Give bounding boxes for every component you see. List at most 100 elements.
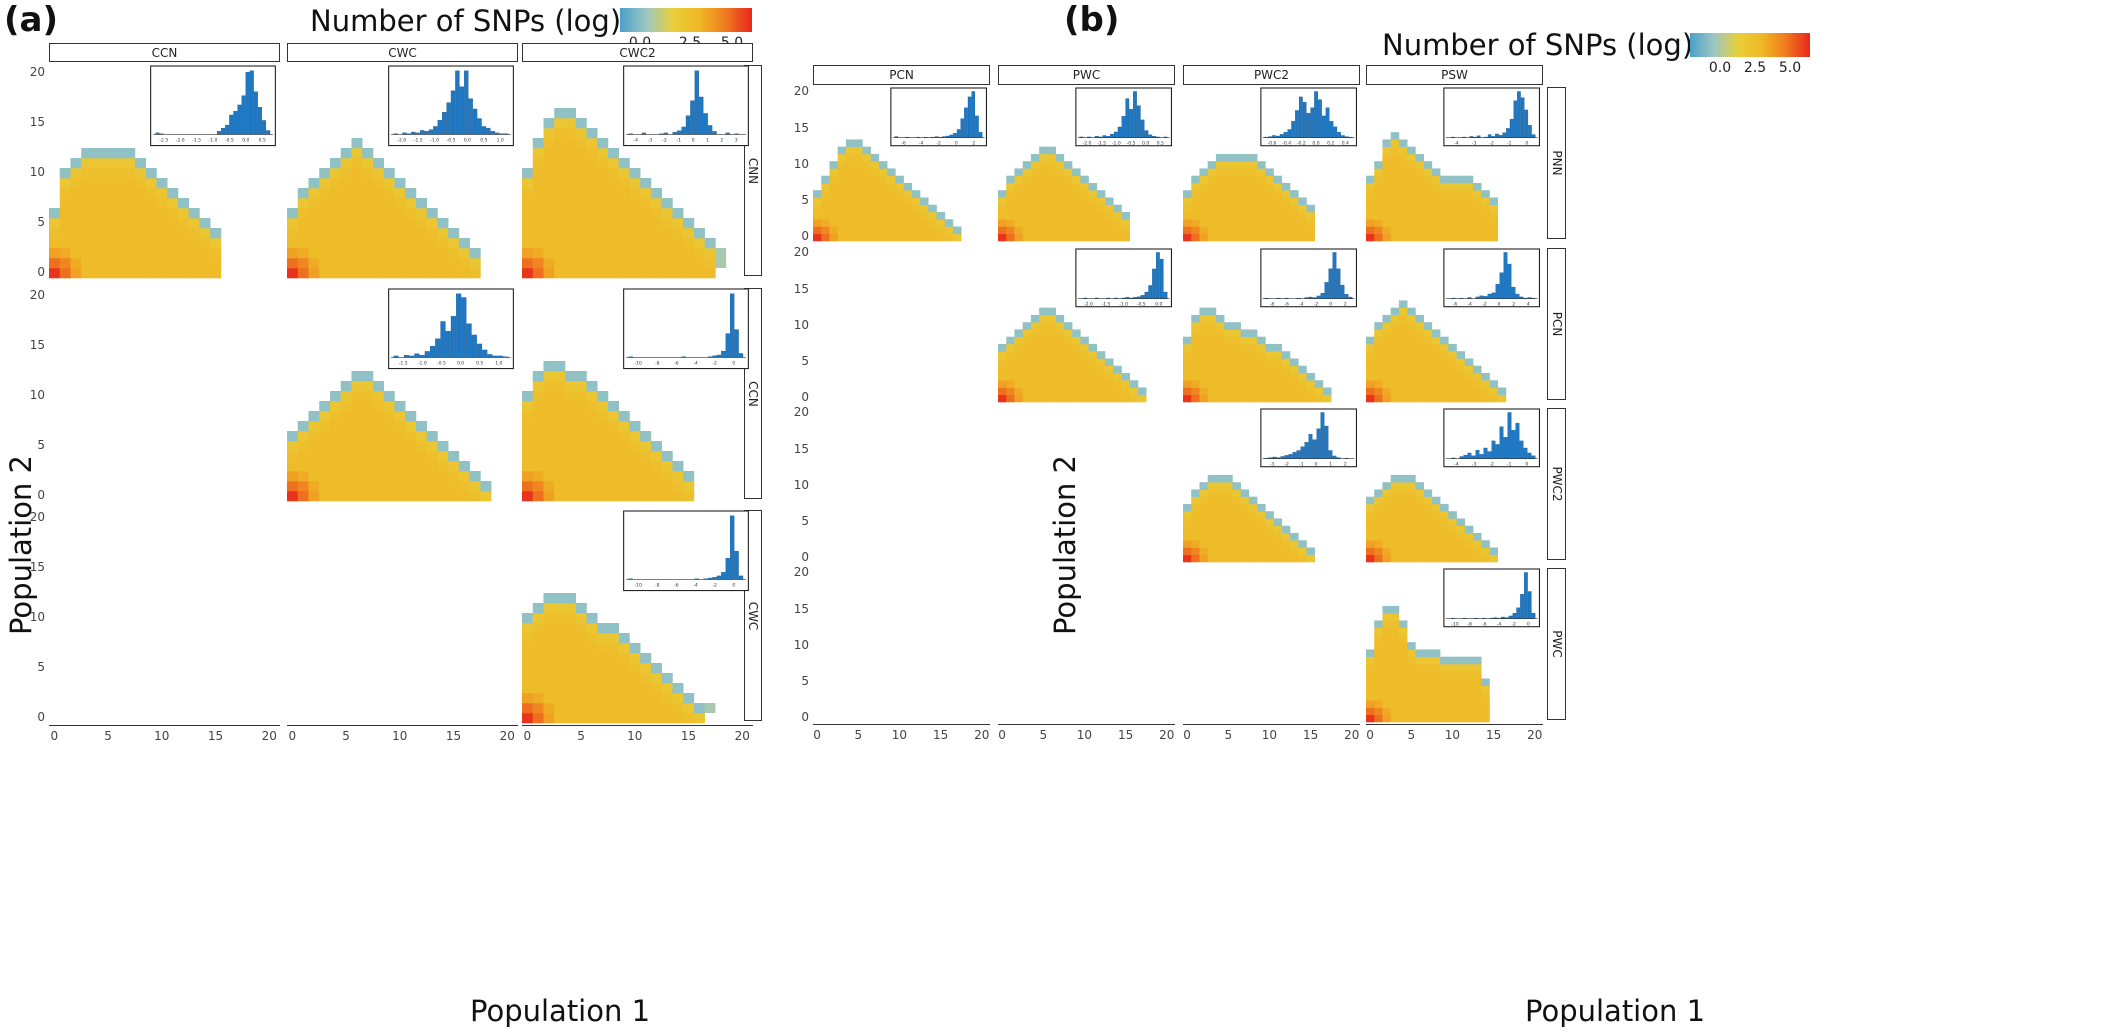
heatmap-cell [1072,226,1081,234]
heatmap-cell [405,268,416,278]
heatmap-cell [533,401,544,411]
histogram-bar [425,131,429,134]
heatmap-cell [1224,518,1233,526]
heatmap-cell [662,713,673,723]
heatmap-cell [60,178,71,188]
y-tick-label: 5 [29,215,45,229]
x-tick-label: 0 [282,729,302,743]
heatmap-cell [565,703,576,713]
heatmap-cell [629,208,640,218]
heatmap-cell [1031,161,1040,169]
inset-tick-label: 0 [732,582,735,588]
heatmap-cell [1407,664,1416,672]
heatmap-cell [672,703,683,713]
heatmap-cell [384,198,395,208]
heatmap-cell [1424,504,1433,512]
heatmap-cell [362,188,373,198]
heatmap-cell [619,471,630,481]
heatmap-cell [113,238,124,248]
heatmap-cell [1415,504,1424,512]
heatmap-cell [1023,387,1032,395]
heatmap-cell [1415,678,1424,686]
heatmap-cell [1006,197,1015,205]
heatmap-cell [1183,358,1192,366]
heatmap-cell [829,183,838,191]
heatmap-cell [1224,329,1233,337]
inset-tick-label: 0.0 [1155,302,1162,308]
y-tick-label: 15 [793,121,809,135]
heatmap-cell [854,205,863,213]
heatmap-cell [1457,380,1466,388]
heatmap-cell [1006,234,1015,242]
heatmap-cell [1374,329,1383,337]
heatmap-cell [1448,395,1457,403]
heatmap-cell [565,401,576,411]
heatmap-cell [1407,183,1416,191]
y-tick-label: 5 [793,354,809,368]
heatmap-cell [608,158,619,168]
heatmap-cell [533,421,544,431]
heatmap-cell [565,198,576,208]
heatmap-cell [1064,395,1073,403]
histogram-bar [1499,135,1502,137]
heatmap-cell [1306,212,1315,220]
heatmap-cell [1415,373,1424,381]
heatmap-cell [1208,337,1217,345]
heatmap-cell [49,238,60,248]
heatmap-cell [1064,197,1073,205]
heatmap-cell [1039,226,1048,234]
heatmap-cell [103,228,114,238]
heatmap-cell [1224,395,1233,403]
heatmap-cell [1407,678,1416,686]
heatmap-cell [135,218,146,228]
heatmap-cell [522,663,533,673]
heatmap-cell [1391,511,1400,519]
heatmap-cell [1465,190,1474,198]
heatmap-cell [608,208,619,218]
heatmap-cell [1257,176,1266,184]
heatmap-cell [437,441,448,451]
heatmap-cell [1448,358,1457,366]
heatmap-cell [554,228,565,238]
heatmap-cell [1465,197,1474,205]
heatmap-cell [1481,373,1490,381]
histogram-bar [1333,456,1337,459]
histogram-bar [708,125,712,134]
heatmap-cell [1072,366,1081,374]
heatmap-cell [672,693,683,703]
histogram-bar [1297,450,1301,458]
histogram-bar [730,294,734,358]
heatmap-cell [113,258,124,268]
histogram-bar [1303,102,1306,137]
heatmap-cell [1014,395,1023,403]
heatmap-cell [597,188,608,198]
inset-tick-label: -6 [674,360,679,366]
heatmap-cell [586,673,597,683]
heatmap-cell [384,391,395,401]
y-tick-label: 10 [793,318,809,332]
heatmap-cell [904,197,913,205]
heatmap-cell [871,161,880,169]
heatmap-cell [1072,234,1081,242]
heatmap-cell [351,178,362,188]
heatmap-cell [156,228,167,238]
heatmap-cell [1415,168,1424,176]
heatmap-cell [608,451,619,461]
heatmap-cell [1391,635,1400,643]
heatmap-cell [640,238,651,248]
panel-b-column-strip-pwc2: PWC2 [1183,65,1360,85]
heatmap-cell [1208,315,1217,323]
heatmap-cell [405,441,416,451]
heatmap-cell [1432,329,1441,337]
heatmap-cell [319,268,330,278]
heatmap-cell [1191,344,1200,352]
heatmap-cell [1014,337,1023,345]
heatmap-cell [351,218,362,228]
heatmap-cell [1080,366,1089,374]
heatmap-cell [1232,154,1241,162]
heatmap-cell [522,178,533,188]
heatmap-cell [619,633,630,643]
heatmap-cell [1382,547,1391,555]
heatmap-cell [1039,190,1048,198]
heatmap-cell [1473,366,1482,374]
